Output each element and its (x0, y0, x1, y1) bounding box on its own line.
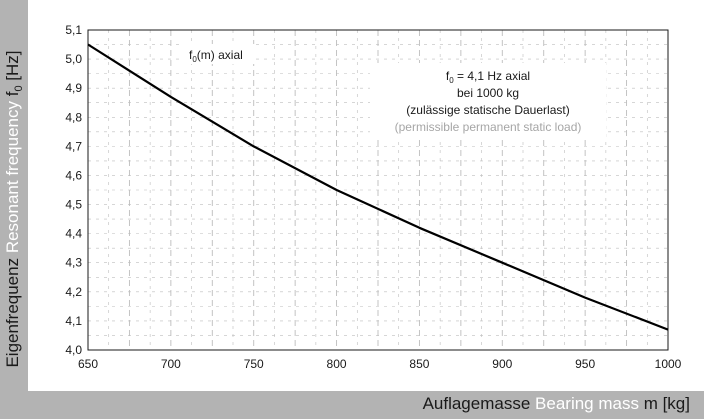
y-axis-label-band: Eigenfrequenz Resonant frequency f0 [Hz] (0, 0, 28, 419)
y-tick-label: 4,2 (65, 285, 82, 299)
x-tick-label: 750 (244, 357, 264, 371)
y-tick-label: 4,3 (65, 256, 82, 270)
y-tick-labels: 4,0 4,1 4,2 4,3 4,4 4,5 4,6 4,7 4,8 4,9 5,0 5,1 (65, 23, 82, 357)
y-tick-label: 4,6 (65, 168, 82, 182)
annotation-line-3: (zulässige statische Dauerlast) (406, 103, 569, 117)
x-tick-label: 950 (575, 357, 595, 371)
y-tick-label: 4,0 (65, 343, 82, 357)
y-tick-label: 4,7 (65, 139, 82, 153)
y-tick-label: 4,5 (65, 198, 82, 212)
y-tick-label: 4,9 (65, 81, 82, 95)
x-tick-labels: 650 700 750 800 850 900 950 1000 (78, 357, 682, 371)
plot-frame (87, 29, 669, 351)
y-tick-label: 4,4 (65, 227, 82, 241)
x-tick-label: 900 (492, 357, 512, 371)
x-axis-label-en: Bearing mass (535, 394, 639, 413)
x-axis-label-band: Auflagemasse Bearing mass m [kg] (0, 391, 704, 419)
annotation-line-1: f0 = 4,1 Hz axial (446, 69, 530, 85)
series-label-bg (183, 44, 255, 64)
series-line (87, 43, 669, 331)
y-tick-label: 5,0 (65, 52, 82, 66)
y-tick-label: 4,1 (65, 314, 82, 328)
x-axis-label: Auflagemasse Bearing mass m [kg] (423, 394, 690, 414)
series-group (87, 43, 669, 331)
annotation-box (370, 63, 606, 137)
y-tick-label: 4,8 (65, 110, 82, 124)
x-axis-label-de: Auflagemasse (422, 394, 531, 413)
x-tick-label: 850 (409, 357, 429, 371)
x-tick-label: 1000 (655, 357, 682, 371)
annotation-line-4: (permissible permanent static load) (395, 120, 582, 134)
x-axis-symbol: m [kg] (643, 394, 690, 413)
series-label: f0(m) axial (189, 48, 243, 64)
x-tick-label: 700 (161, 357, 181, 371)
annotation-line-2: bei 1000 kg (457, 86, 519, 100)
x-tick-label: 650 (78, 357, 98, 371)
line-chart: 4,0 4,1 4,2 4,3 4,4 4,5 4,6 4,7 4,8 4,9 5,0 5,1 650… (65, 23, 682, 371)
y-tick-label: 5,1 (65, 23, 82, 37)
x-tick-label: 800 (327, 357, 347, 371)
